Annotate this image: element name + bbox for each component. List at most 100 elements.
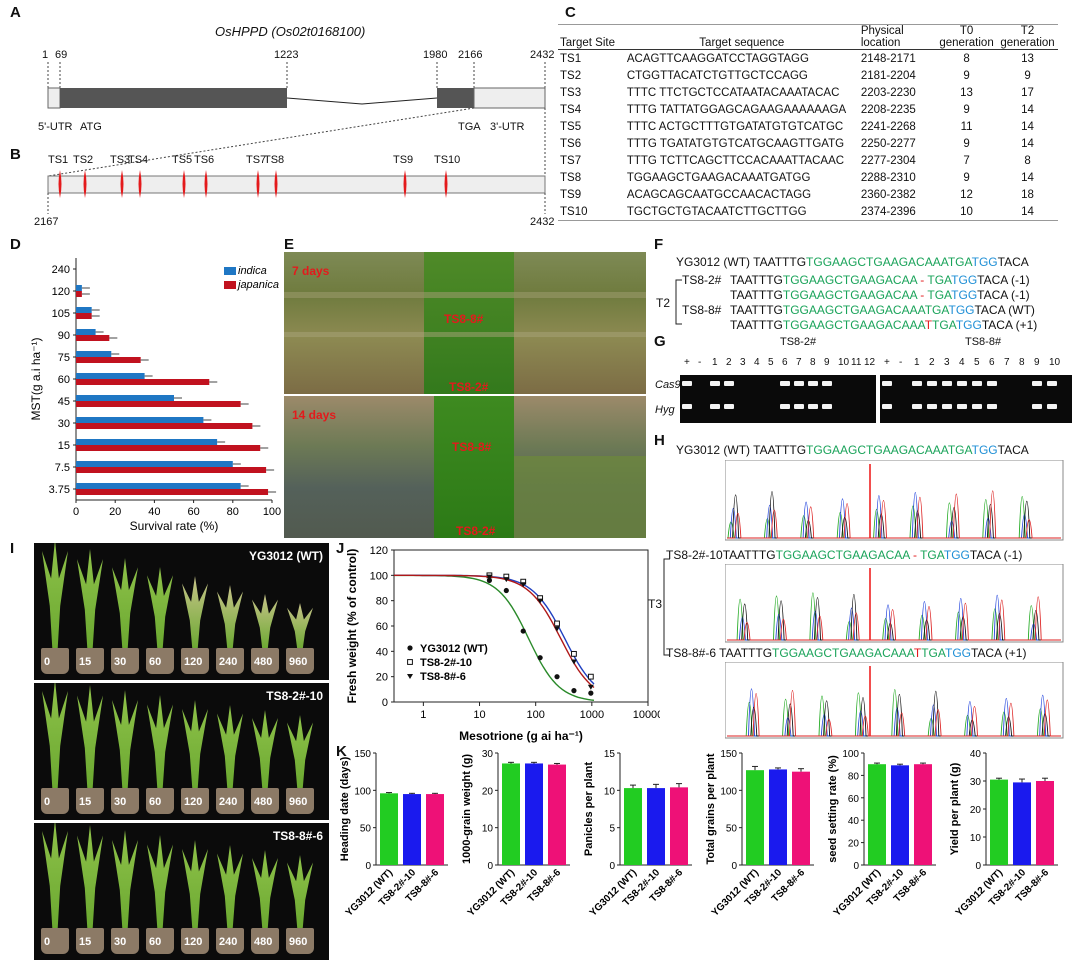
dose-label: 960 [289,656,308,668]
y-axis-label: 1000-grain weight (g) [461,754,473,864]
table-row: TS3 TTTC TTCTGCTCCATAATACAAATACAC 2203-223… [558,84,1058,101]
dose-label: 15 [79,796,92,808]
header-t2: T2 generation [1000,25,1055,49]
chromatogram-trace [727,594,1061,641]
trait-bar [548,764,566,865]
table-cell: TS9 [560,188,582,201]
y-axis-label: Fresh weight (% of control) [345,549,359,704]
gel-lane-label: 12 [864,357,876,368]
y-tick-label: 50 [726,824,738,835]
data-point [486,574,493,580]
table-cell: TTTG TGATATGTGTCATGCAAGTTGATG [626,137,845,150]
pot [111,928,139,954]
y-tick-label: 30 [482,749,494,760]
dose-label: 15 [79,656,92,668]
x-tick-label: 10 [473,709,485,721]
table-row: TS7 TTTG TCTTCAGCTTCCACAAATTACAAC 2277-230… [558,152,1058,169]
panel-label-c: C [565,4,576,21]
table-cell: TS10 [560,205,588,218]
gel-lane-label: 9 [824,357,830,368]
chromatogram-frame [725,460,1064,541]
field-photo-7-days: 7 days TS8-8# TS8-2# [284,252,646,394]
trait-bar [746,770,764,865]
y-tick-label: 30 [58,418,70,430]
gel-band [822,381,832,386]
line-label: TS8-2#-10 [266,689,323,703]
chromatogram-trace [727,491,1061,539]
target-site-label: TS5 [172,154,193,166]
gel-lane-label: 8 [810,357,816,368]
trait-bar [868,764,886,865]
seq-f-ts82-a: TAATTTGTGGAAGCTGAAGACAA - TGATGGTACA (-1… [730,273,1030,287]
y-tick-label: 40 [376,646,388,658]
table-cell: 8 [1024,154,1031,167]
utr5-label: 5'-UTR [38,121,73,133]
table-cell: 17 [1021,86,1034,99]
x-tick-label: 1 [420,709,426,721]
gel-band [927,381,937,386]
fit-curve [394,574,595,689]
table-cell: 9 [963,171,970,184]
y-tick-label: 120 [370,545,388,557]
y-tick-label: 100 [720,786,737,797]
target-site-table: Target Site Target sequence Physical loc… [558,24,1058,221]
y-tick-label: 15 [58,440,70,452]
gel-ts82-label: TS8-2# [780,336,817,348]
table-cell: 10 [960,205,973,218]
t2-label: T2 [656,296,671,310]
target-site-marker [256,170,260,198]
plant [182,576,208,650]
target-region-box [47,175,546,194]
data-point [503,587,509,594]
header-t0: T0 generation [939,25,994,49]
gel-lane-label: 4 [959,357,965,368]
chromatogram-trace [727,688,1061,737]
trait-bar [914,764,932,865]
y-tick-label: 10 [604,786,616,797]
gel-lane-label: 10 [838,357,850,368]
x-tick-label: 20 [109,506,121,518]
y-tick-label: 90 [58,330,70,342]
pot [251,928,279,954]
pot [76,788,104,814]
table-cell: 9 [963,69,970,82]
table-row: TS5 TTTC ACTGCTTTGTGATATGTGTCATGC 2241-226… [558,118,1058,135]
survival-bar [76,379,210,385]
gel-lane-label: 11 [851,357,862,368]
panel-label-f: F [654,236,664,253]
gel-cas9-label: Cas9 [655,379,681,391]
y-tick-label: 5 [609,824,615,835]
y-axis-label: seed setting rate (%) [827,755,839,863]
target-site-marker [58,170,62,198]
trait-bar [380,793,398,865]
survival-bar [76,357,141,363]
trait-bar [426,794,444,865]
data-point [571,688,577,694]
plant [252,710,278,790]
table-cell: 11 [960,120,973,133]
y-tick-label: 20 [376,672,388,684]
table-cell: 18 [1021,188,1034,201]
table-cell: 2181-2204 [860,69,916,82]
data-point [571,650,577,657]
data-point [587,673,594,680]
gel-band [972,404,982,409]
chromatogram-frame [725,564,1064,643]
trait-bar [624,788,642,865]
gel-band [957,404,967,409]
atg-label: ATG [80,121,102,133]
ts88-label: TS8-8# [682,303,722,317]
gel-band [682,381,692,386]
legend-marker [407,645,413,651]
plant [42,823,68,930]
y-tick-label: 100 [842,749,859,760]
gel-lane-label: 1 [712,357,718,368]
data-point [486,577,493,583]
utr5-box [47,87,61,109]
pot [111,788,139,814]
plant [287,603,313,650]
x-tick-label: 80 [227,506,239,518]
y-tick-label: 80 [848,771,860,782]
survival-bar [76,439,218,445]
